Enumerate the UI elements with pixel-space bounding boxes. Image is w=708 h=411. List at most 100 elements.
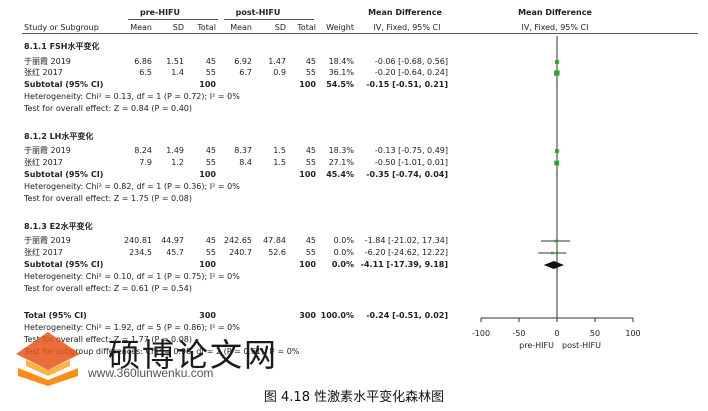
post-sd: 47.84 — [263, 236, 286, 245]
total-ci: -0.24 [-0.51, 0.02] — [366, 311, 448, 320]
watermark-logo — [16, 332, 80, 386]
subtotal-ci: -4.11 [-17.39, 9.18] — [360, 260, 448, 269]
pre-total: 55 — [205, 248, 216, 257]
axis-right-label: post-HIFU — [562, 341, 601, 350]
subtotal-diamond — [556, 171, 558, 179]
subtotal-pre-total: 100 — [199, 260, 216, 269]
post-sd: 1.5 — [273, 146, 286, 155]
total-label: Total (95% CI) — [24, 311, 87, 320]
col-ci: IV, Fixed, 95% CI — [373, 23, 441, 32]
total-post: 300 — [299, 311, 316, 320]
study-name: 于丽霞 2019 — [24, 236, 71, 245]
pre-header-rule — [128, 19, 218, 20]
post-mean: 240.7 — [229, 248, 252, 257]
post-sd: 0.9 — [273, 68, 286, 77]
post-total: 55 — [305, 248, 316, 257]
overall-effect-text: Test for overall effect: Z = 0.61 (P = 0… — [24, 284, 192, 293]
axis-tick-label: -50 — [512, 329, 526, 338]
subgroup-label: 8.1.1 FSH水平变化 — [24, 42, 100, 51]
pre-total: 55 — [205, 158, 216, 167]
watermark-brand: 硕博论文网 — [108, 336, 279, 374]
post-total: 55 — [305, 158, 316, 167]
pre-mean: 8.24 — [134, 146, 152, 155]
col-pre-mean: Mean — [130, 23, 152, 32]
post-mean: 8.37 — [234, 146, 252, 155]
col-post-total: Total — [297, 23, 316, 32]
subtotal-label: Subtotal (95% CI) — [24, 260, 104, 269]
col-weight: Weight — [326, 23, 354, 32]
pre-sd: 44.97 — [161, 236, 184, 245]
axis-tick-label: 0 — [554, 329, 560, 338]
ci-text: -0.20 [-0.64, 0.24] — [374, 68, 448, 77]
pre-total: 55 — [205, 68, 216, 77]
post-mean: 8.4 — [239, 158, 252, 167]
subtotal-diamond — [543, 261, 564, 269]
weight: 36.1% — [328, 68, 354, 77]
pre-total: 45 — [205, 57, 216, 66]
study-marker — [554, 160, 559, 166]
subtotal-ci: -0.35 [-0.74, 0.04] — [366, 170, 448, 179]
md-title: Mean Difference — [368, 8, 442, 17]
pre-sd: 1.2 — [171, 158, 184, 167]
study-marker — [555, 60, 559, 64]
axis-left-label: pre-HIFU — [519, 341, 554, 350]
col-post-sd: SD — [274, 23, 286, 32]
total-heterogeneity-text: Heterogeneity: Chi² = 1.92, df = 5 (P = … — [24, 323, 240, 332]
post-group-title: post-HIFU — [235, 8, 281, 17]
ci-text: -6.20 [-24.62, 12.22] — [364, 248, 448, 257]
subtotal-weight: 45.4% — [326, 170, 354, 179]
post-sd: 1.5 — [273, 158, 286, 167]
overall-effect-text: Test for overall effect: Z = 1.75 (P = 0… — [24, 194, 192, 203]
ci-text: -1.84 [-21.02, 17.34] — [364, 236, 448, 245]
subtotal-pre-total: 100 — [199, 80, 216, 89]
study-marker — [551, 251, 554, 255]
weight: 0.0% — [333, 236, 354, 245]
weight: 27.1% — [328, 158, 354, 167]
subtotal-post-total: 100 — [299, 80, 316, 89]
ci-text: -0.06 [-0.68, 0.56] — [374, 57, 448, 66]
total-overall-effect-text: Test for overall effect: Z = 1.77 (P = 0… — [24, 335, 192, 344]
post-total: 55 — [305, 68, 316, 77]
pre-mean: 6.5 — [139, 68, 152, 77]
figure-caption: 图 4.18 性激素水平变化森林图 — [263, 390, 445, 405]
post-total: 45 — [305, 57, 316, 66]
study-marker — [554, 149, 559, 153]
col-pre-sd: SD — [172, 23, 184, 32]
total-pre: 300 — [199, 311, 216, 320]
weight: 0.0% — [333, 248, 354, 257]
subgroup-differences-text: Test for subgroup differences: Chi² = 0.… — [24, 347, 300, 356]
overall-effect-text: Test for overall effect: Z = 0.84 (P = 0… — [24, 104, 192, 113]
book-icon — [16, 332, 80, 386]
subtotal-pre-total: 100 — [199, 170, 216, 179]
post-sd: 1.47 — [268, 57, 286, 66]
subtotal-post-total: 100 — [299, 260, 316, 269]
subtotal-weight: 0.0% — [331, 260, 354, 269]
col-post-mean: Mean — [230, 23, 252, 32]
pre-mean: 6.86 — [134, 57, 152, 66]
weight: 18.3% — [328, 146, 354, 155]
study-marker — [554, 70, 560, 76]
heterogeneity-text: Heterogeneity: Chi² = 0.82, df = 1 (P = … — [24, 182, 240, 191]
subgroup-label: 8.1.3 E2水平变化 — [24, 222, 93, 231]
subtotal-diamond — [556, 81, 558, 89]
post-mean: 6.92 — [234, 57, 252, 66]
axis-tick-label: -100 — [471, 329, 491, 338]
subtotal-label: Subtotal (95% CI) — [24, 170, 104, 179]
pre-mean: 7.9 — [139, 158, 152, 167]
col-study: Study or Subgroup — [24, 23, 99, 32]
pre-sd: 1.4 — [171, 68, 184, 77]
pre-sd: 1.51 — [166, 57, 184, 66]
pre-group-title: pre-HIFU — [139, 8, 181, 17]
study-name: 张红 2017 — [24, 248, 63, 257]
post-mean: 6.7 — [239, 68, 252, 77]
study-name: 张红 2017 — [24, 158, 63, 167]
pre-mean: 240.81 — [124, 236, 152, 245]
post-sd: 52.6 — [268, 248, 286, 257]
subtotal-label: Subtotal (95% CI) — [24, 80, 104, 89]
post-header-rule — [224, 19, 314, 20]
subgroup-label: 8.1.2 LH水平变化 — [24, 132, 94, 141]
ci-text: -0.50 [-1.01, 0.01] — [374, 158, 448, 167]
pre-sd: 45.7 — [166, 248, 184, 257]
weight: 18.4% — [328, 57, 354, 66]
